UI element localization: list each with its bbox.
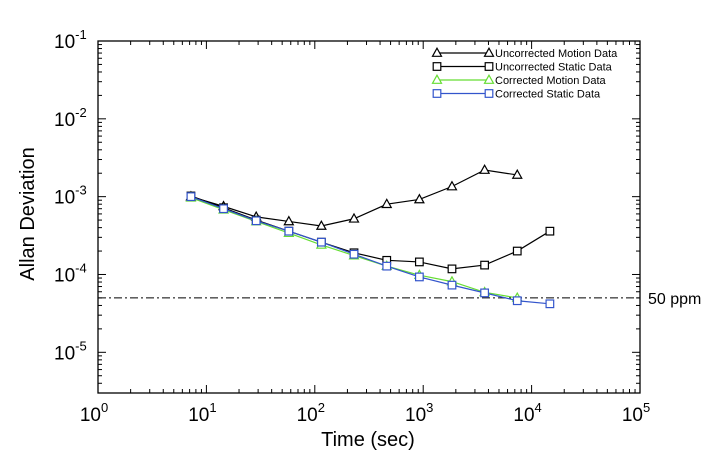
data-point [381, 198, 393, 209]
data-point [480, 260, 490, 270]
legend-label: Uncorrected Motion Data [495, 48, 618, 60]
y-tick-label: 10-1 [54, 27, 87, 53]
y-tick-label: 10-2 [54, 105, 87, 131]
x-tick-label: 102 [297, 400, 325, 426]
data-point [447, 280, 457, 290]
data-point [447, 264, 457, 274]
legend: Uncorrected Motion Data Uncorrected Stati… [431, 46, 618, 101]
series-3 [186, 192, 555, 309]
reference-layer: 50 ppm [98, 291, 701, 308]
y-axis-label: Allan Deviation [17, 147, 39, 280]
data-point [414, 257, 424, 267]
data-point [186, 192, 196, 202]
data-point [479, 163, 491, 174]
y-tick-label: 10-4 [54, 260, 87, 286]
x-tick-label: 100 [80, 400, 108, 426]
y-tick-label: 10-5 [54, 338, 87, 364]
legend-entry: Corrected Motion Data [431, 73, 607, 87]
legend-marker [483, 46, 495, 57]
legend-marker [484, 89, 494, 98]
series-line [190, 195, 551, 270]
data-point [511, 168, 523, 179]
series-line [190, 196, 550, 305]
data-point [283, 215, 295, 226]
series-line [190, 197, 518, 299]
legend-entry: Uncorrected Static Data [432, 62, 613, 74]
y-tick-label: 10-3 [54, 183, 87, 209]
plot-frame-layer [97, 40, 641, 394]
data-point [545, 299, 555, 309]
legend-marker [483, 73, 495, 84]
legend-marker [484, 62, 494, 71]
legend-entry: Corrected Static Data [432, 89, 601, 101]
data-point [414, 272, 424, 282]
x-tick-label: 103 [405, 400, 433, 426]
data-point [512, 296, 522, 306]
legend-marker [431, 73, 443, 84]
data-point [446, 180, 458, 191]
x-tick-label: 105 [622, 400, 650, 426]
series-0 [185, 163, 523, 230]
data-point [219, 204, 228, 214]
legend-label: Corrected Motion Data [495, 75, 607, 87]
data-point [382, 261, 392, 271]
data-point [316, 237, 326, 247]
data-point [315, 219, 327, 230]
plot-frame [97, 40, 641, 394]
x-tick-label: 101 [188, 400, 216, 426]
legend-entry: Uncorrected Motion Data [431, 46, 618, 60]
legend-marker [431, 46, 443, 57]
ticks-layer: 100 101 102 103 104 105 10-5 10-4 10-3 10-2 10-1 [54, 27, 650, 426]
data-point [480, 288, 490, 298]
data-point [349, 249, 359, 259]
legend-label: Corrected Static Data [495, 89, 601, 101]
reference-line-label: 50 ppm [648, 291, 701, 308]
legend-marker [432, 62, 442, 71]
data-point [284, 226, 294, 236]
data-point [545, 226, 555, 236]
data-point [413, 193, 425, 204]
data-point [251, 216, 261, 226]
data-point [348, 212, 360, 223]
legend-label: Uncorrected Static Data [495, 62, 613, 74]
series-layer [185, 163, 555, 309]
x-axis-label: Time (sec) [321, 429, 415, 451]
legend-marker [432, 89, 442, 98]
series-2 [185, 191, 523, 302]
data-point [512, 246, 522, 256]
x-tick-label: 104 [513, 400, 541, 426]
